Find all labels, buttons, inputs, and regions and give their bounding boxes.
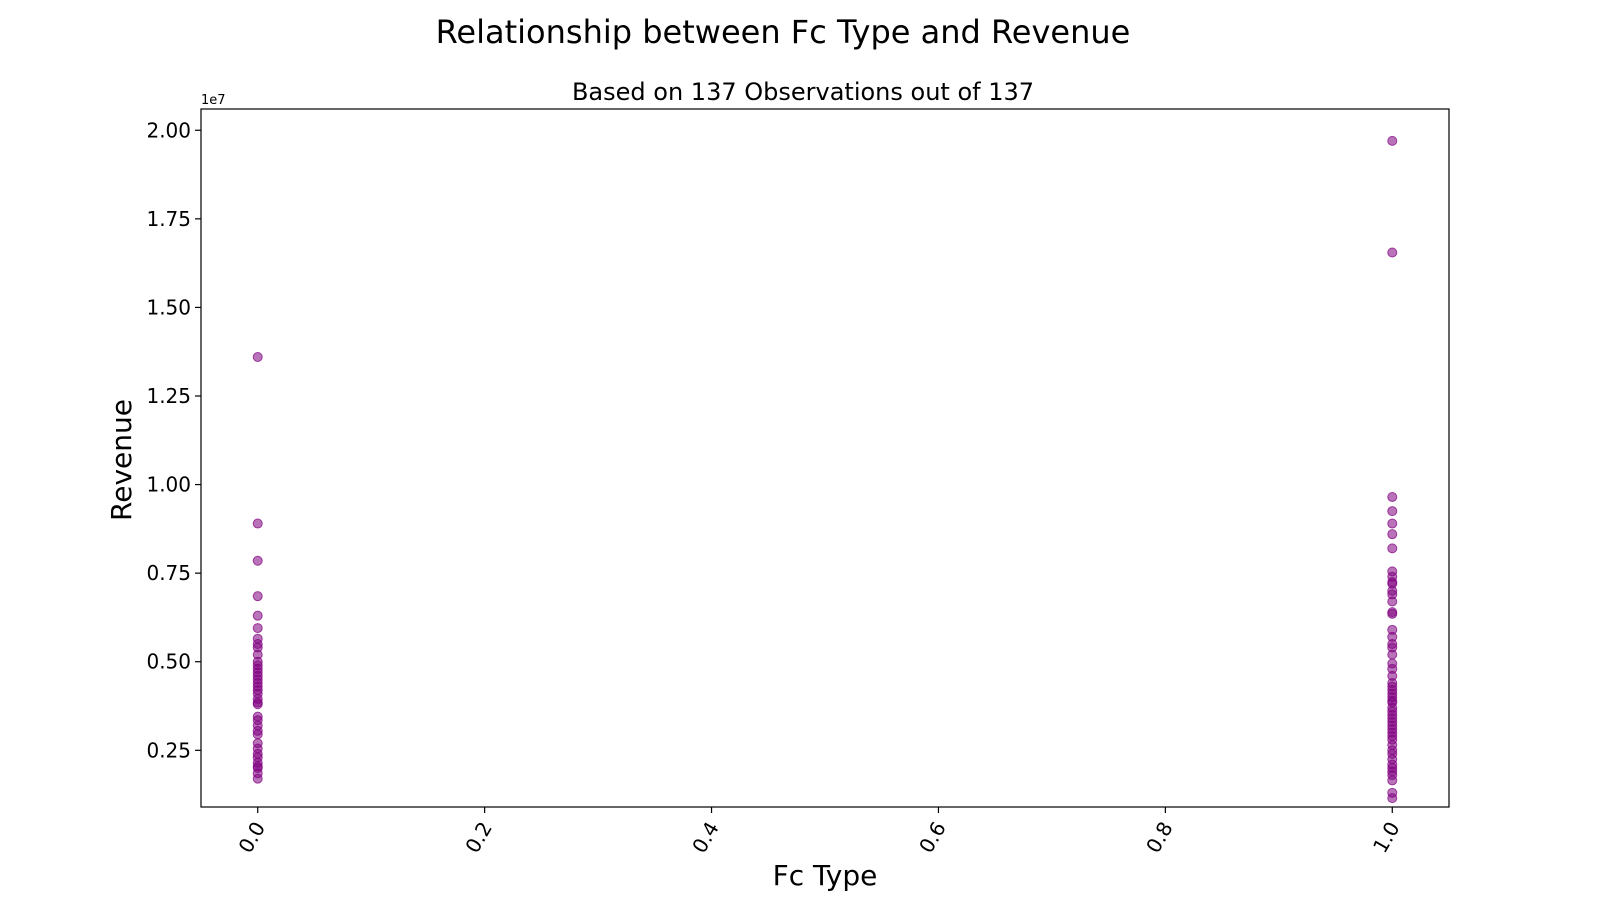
data-point bbox=[252, 610, 263, 621]
x-tick-label: 0.8 bbox=[1141, 818, 1178, 858]
x-axis-ticks: 0.0 0.2 0.4 0.6 0.8 1.0 bbox=[233, 807, 1405, 858]
data-point bbox=[1387, 608, 1398, 619]
x-tick-label: 0.6 bbox=[914, 818, 951, 858]
data-point bbox=[252, 773, 263, 784]
data-point bbox=[1387, 518, 1398, 529]
y-tick-label: 1.50 bbox=[146, 295, 191, 319]
y-tick-label: 0.25 bbox=[146, 738, 191, 762]
data-point bbox=[252, 623, 263, 634]
plot-area-frame bbox=[200, 108, 1450, 808]
data-point bbox=[1387, 543, 1398, 554]
y-tick-label: 0.75 bbox=[146, 561, 191, 585]
x-axis-label: Fc Type bbox=[773, 859, 878, 892]
data-point bbox=[1387, 649, 1398, 660]
x-tick-label: 0.2 bbox=[460, 818, 497, 858]
chart-subtitle: Based on 137 Observations out of 137 bbox=[572, 78, 1034, 106]
y-tick-label: 2.00 bbox=[146, 118, 191, 142]
data-point bbox=[1387, 247, 1398, 258]
data-point bbox=[252, 591, 263, 602]
y-tick-label: 1.25 bbox=[146, 384, 191, 408]
data-point bbox=[252, 699, 263, 710]
x-tick-label: 0.0 bbox=[233, 818, 270, 858]
x-tick-label: 1.0 bbox=[1368, 818, 1405, 858]
x-tick-label: 0.4 bbox=[687, 818, 724, 858]
y-tick-label: 1.75 bbox=[146, 207, 191, 231]
y-axis-offset-label: 1e7 bbox=[201, 93, 226, 108]
y-axis-label: Revenue bbox=[105, 399, 138, 521]
data-point bbox=[1387, 596, 1398, 607]
data-point bbox=[1387, 135, 1398, 146]
data-point bbox=[252, 518, 263, 529]
data-point bbox=[1387, 793, 1398, 804]
data-point bbox=[252, 555, 263, 566]
data-point bbox=[1387, 506, 1398, 517]
data-point bbox=[1387, 529, 1398, 540]
chart-title: Relationship between Fc Type and Revenue bbox=[436, 13, 1131, 51]
scatter-points bbox=[252, 135, 1398, 804]
data-point bbox=[1387, 775, 1398, 786]
y-tick-label: 1.00 bbox=[146, 473, 191, 497]
y-axis-ticks: 0.25 0.50 0.75 1.00 1.25 1.50 1.75 2.00 bbox=[146, 118, 201, 762]
data-point bbox=[252, 352, 263, 363]
data-point bbox=[1387, 491, 1398, 502]
data-point bbox=[252, 729, 263, 740]
y-tick-label: 0.50 bbox=[146, 650, 191, 674]
